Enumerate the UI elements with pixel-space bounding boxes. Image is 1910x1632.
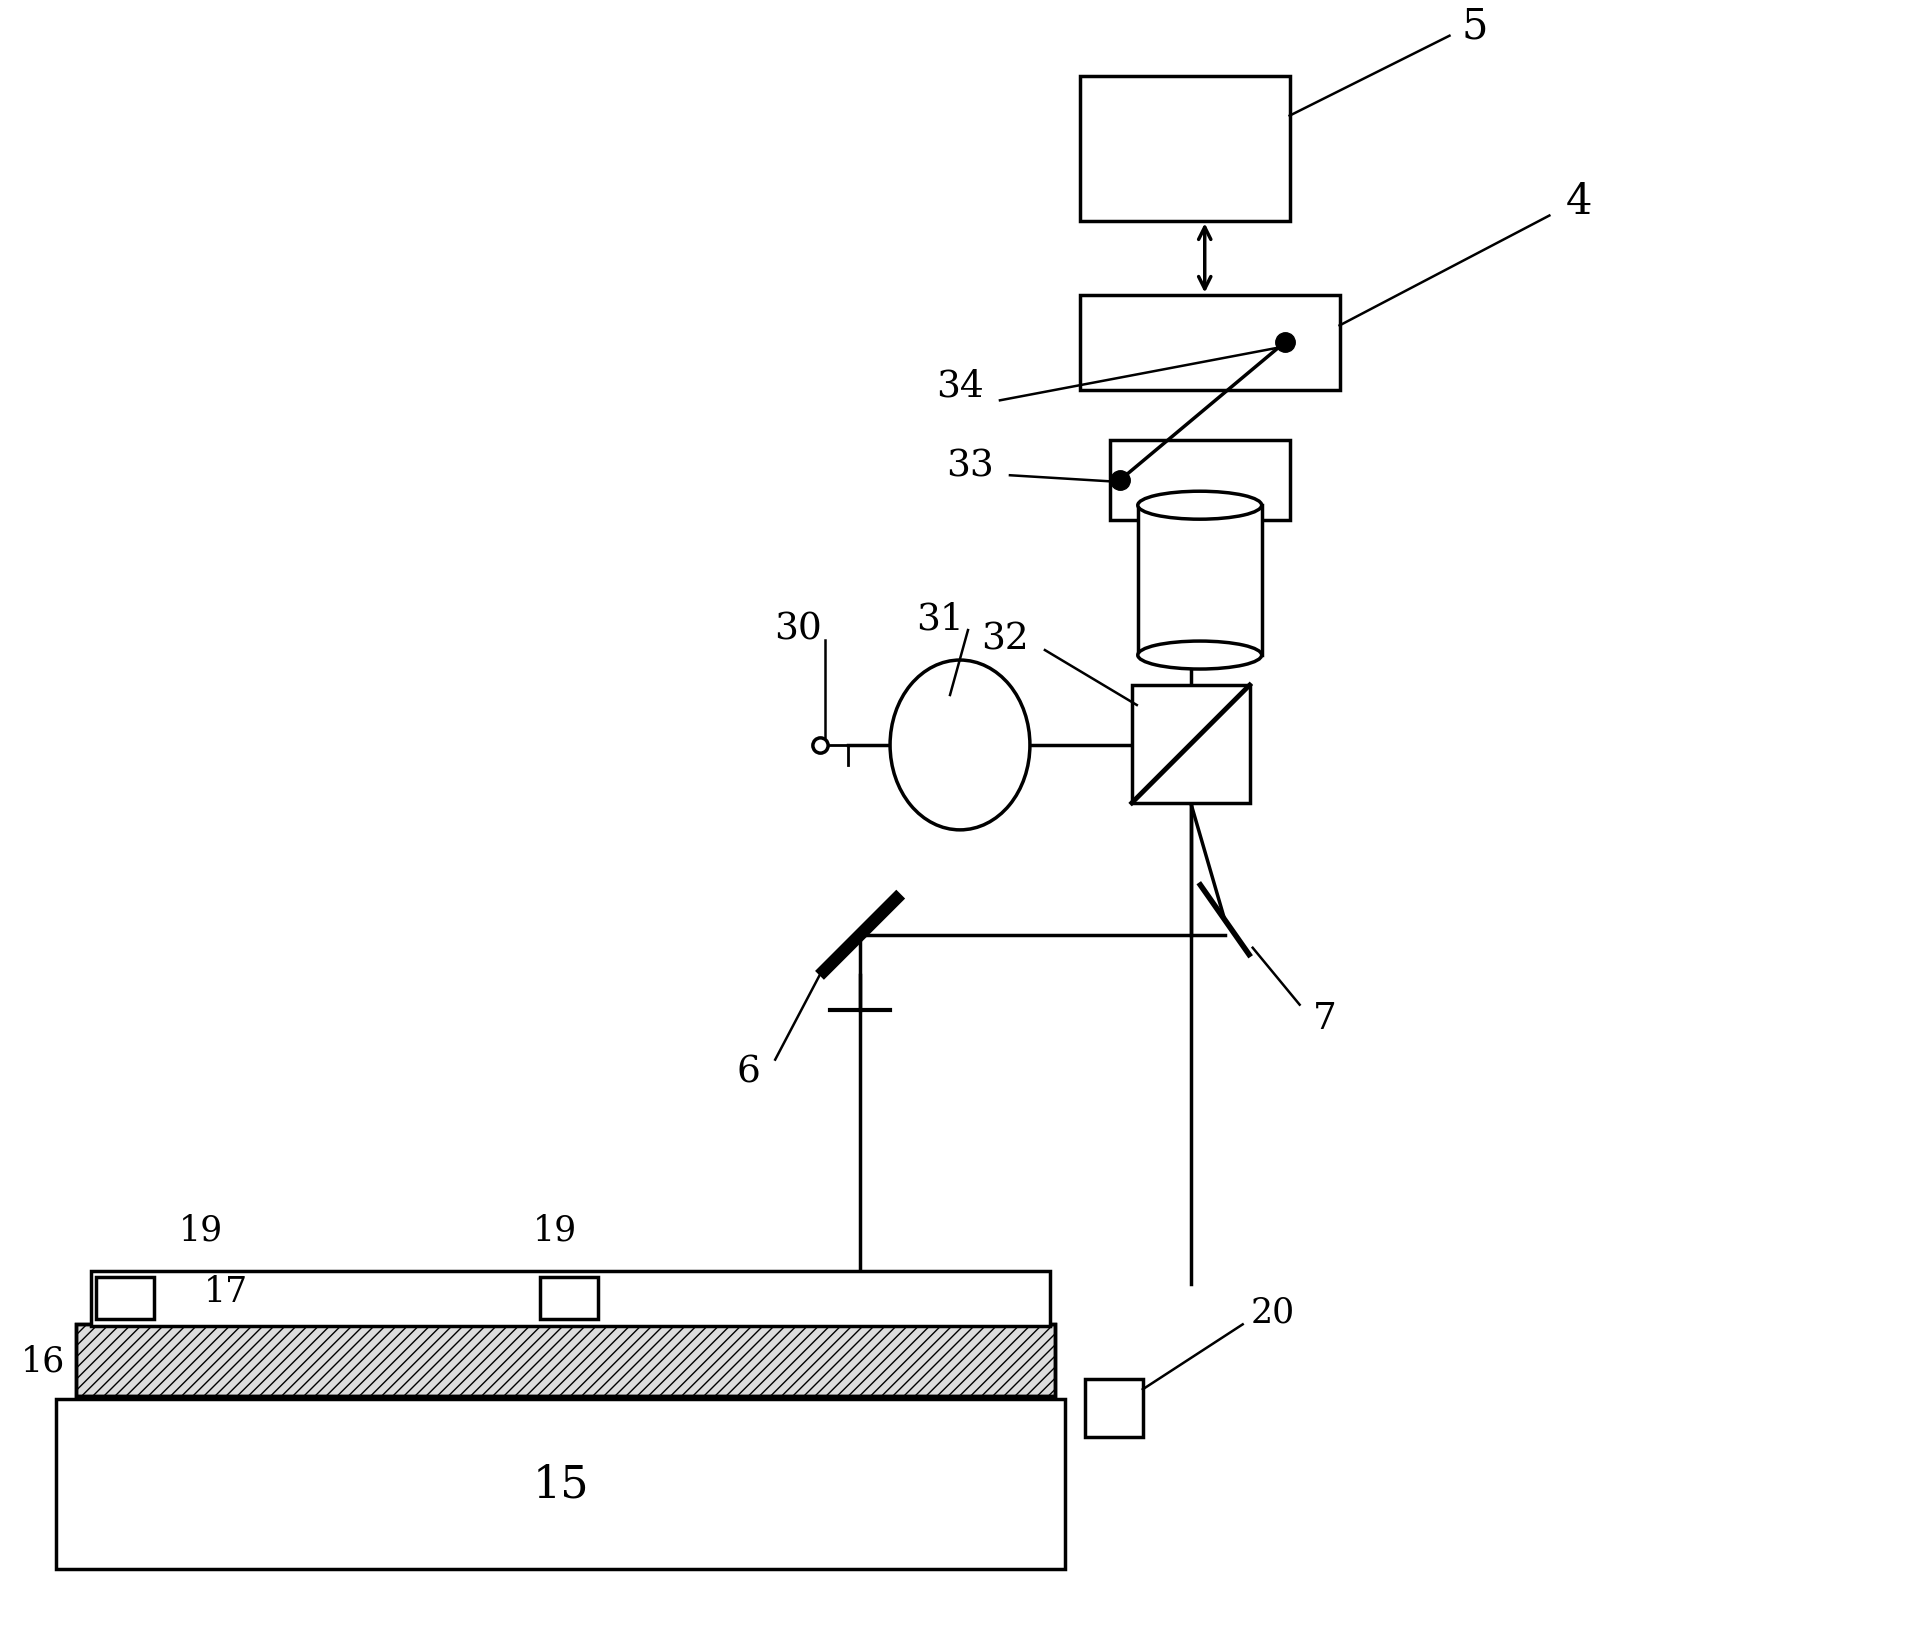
- Text: 34: 34: [936, 369, 984, 405]
- Text: 30: 30: [774, 610, 821, 646]
- Bar: [1079, 297, 1339, 392]
- Ellipse shape: [890, 661, 1029, 831]
- Text: 5: 5: [1461, 7, 1488, 47]
- Text: 15: 15: [533, 1462, 588, 1506]
- Text: 6: 6: [735, 1054, 760, 1090]
- Text: 20: 20: [1251, 1294, 1295, 1328]
- Bar: [55, 1399, 1066, 1568]
- Text: 7: 7: [1312, 1000, 1337, 1036]
- Text: 32: 32: [982, 620, 1029, 656]
- Ellipse shape: [1138, 641, 1263, 669]
- Text: 31: 31: [917, 601, 965, 636]
- Bar: [96, 1278, 155, 1320]
- Text: 19: 19: [533, 1213, 577, 1247]
- Bar: [1110, 441, 1289, 521]
- Bar: [1079, 77, 1289, 222]
- Bar: [1133, 685, 1249, 803]
- Text: 16: 16: [21, 1343, 65, 1377]
- Text: 33: 33: [945, 447, 993, 485]
- Text: 17: 17: [204, 1275, 248, 1309]
- Text: 19: 19: [180, 1213, 223, 1247]
- Bar: [541, 1278, 598, 1320]
- Text: 4: 4: [1566, 181, 1593, 222]
- Bar: [76, 1325, 1054, 1397]
- Ellipse shape: [1138, 491, 1263, 521]
- Bar: [1138, 506, 1263, 656]
- Bar: [92, 1271, 1050, 1327]
- Bar: [76, 1325, 1054, 1397]
- Bar: [1085, 1379, 1142, 1438]
